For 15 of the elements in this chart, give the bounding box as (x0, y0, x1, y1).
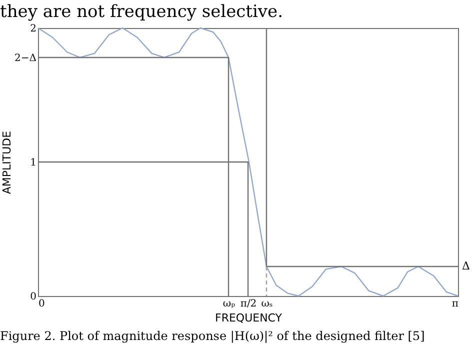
y-tick-label: 0 (30, 292, 36, 302)
caption: Figure 2. Plot of magnitude response |H(ω)|² of the designed filter [5] (0, 329, 425, 343)
x-tick-label: π/2 (240, 298, 257, 310)
y-tick-label: 1 (30, 158, 36, 168)
line-series (37, 27, 459, 297)
text: they are not frequency selective. (0, 2, 283, 22)
annotation: Δ (462, 260, 470, 273)
y-axis-title: AMPLITUDE (0, 130, 14, 194)
x-tick-label: ωₚ (222, 298, 236, 310)
x-tick-label: 0 (38, 298, 45, 310)
x-tick-label: π (452, 298, 459, 310)
y-tick-label: 2 (30, 24, 36, 34)
x-axis-title: FREQUENCY (214, 312, 282, 324)
y-tick-label: 2−Δ (14, 52, 36, 64)
x-tick-label: ωₛ (261, 298, 273, 310)
